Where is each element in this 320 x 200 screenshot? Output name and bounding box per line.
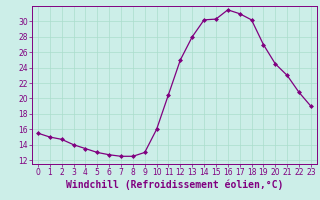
- X-axis label: Windchill (Refroidissement éolien,°C): Windchill (Refroidissement éolien,°C): [66, 180, 283, 190]
